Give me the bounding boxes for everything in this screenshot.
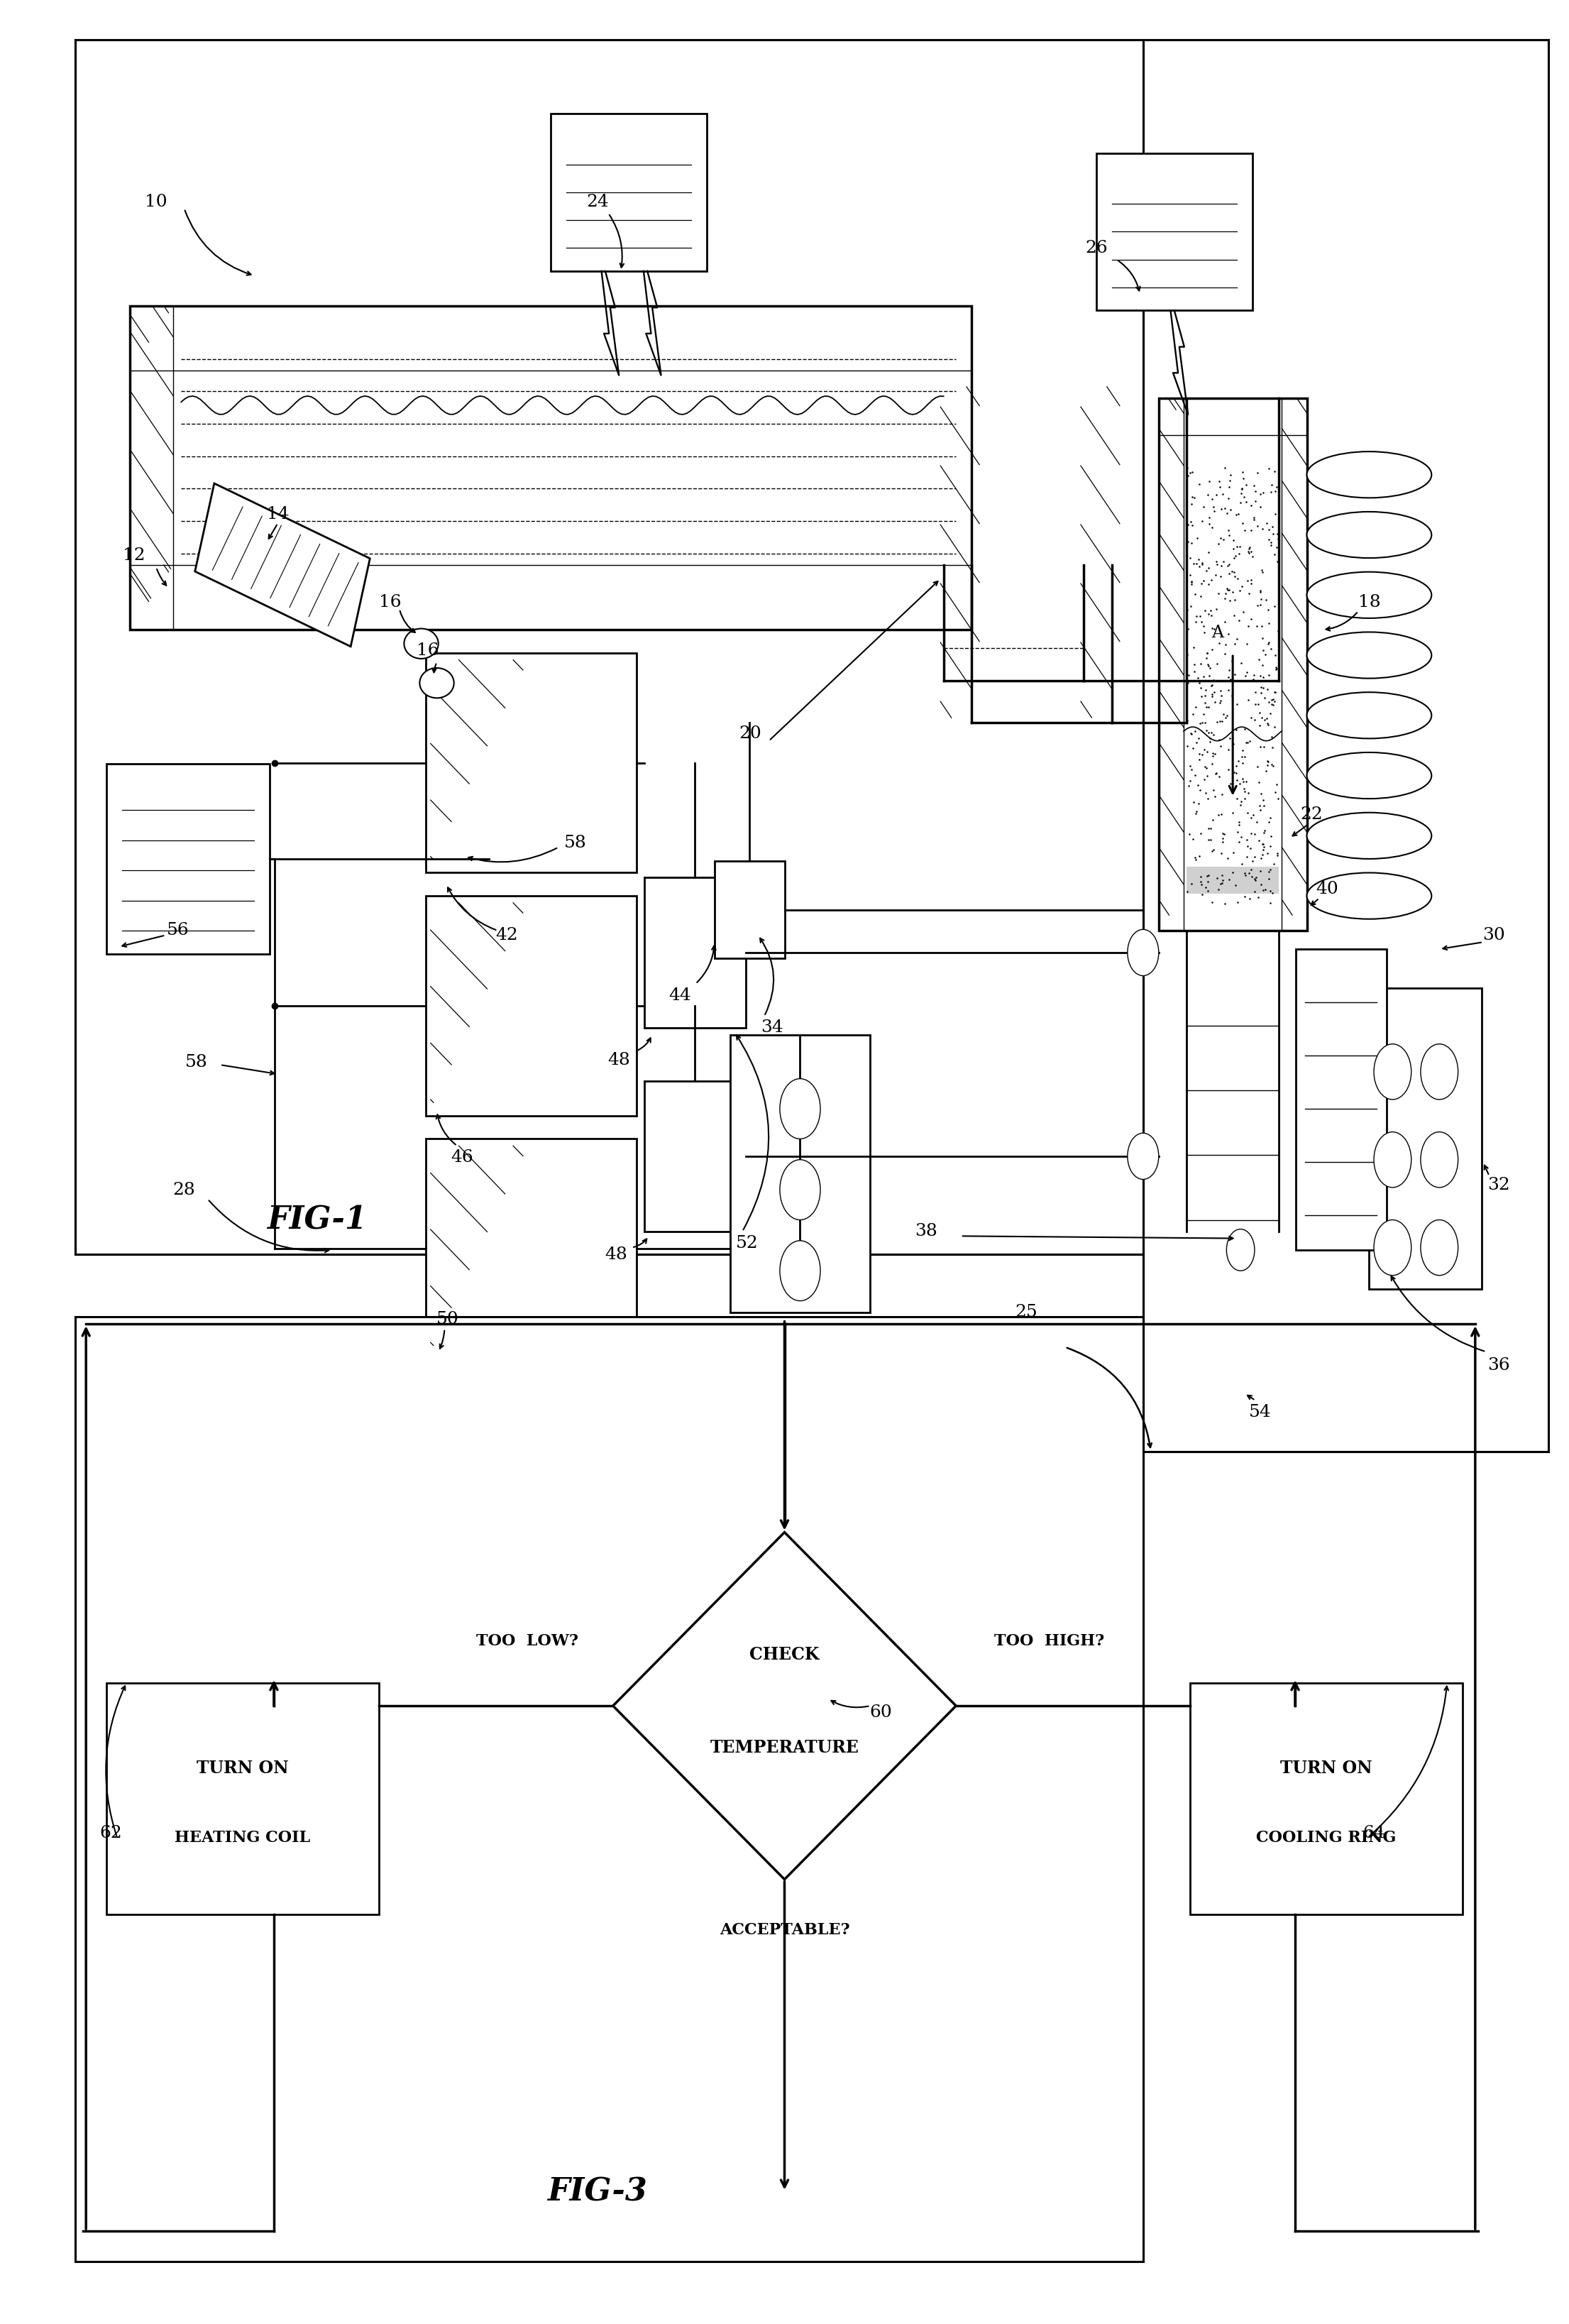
Circle shape (1420, 1220, 1458, 1276)
Ellipse shape (405, 627, 438, 658)
Bar (75, 1318, 1144, 2261)
Polygon shape (613, 1532, 956, 1880)
Text: TOO  HIGH?: TOO HIGH? (995, 1634, 1105, 1648)
Circle shape (1420, 1043, 1458, 1099)
Bar (425, 895, 637, 1116)
Text: 54: 54 (1249, 1404, 1271, 1420)
Text: 64: 64 (1362, 1824, 1385, 1841)
Circle shape (1374, 1220, 1411, 1276)
Text: FIG-3: FIG-3 (548, 2178, 648, 2208)
Text: 62: 62 (100, 1824, 122, 1841)
Text: 36: 36 (1487, 1357, 1509, 1373)
Circle shape (1128, 1134, 1158, 1178)
Ellipse shape (1307, 511, 1431, 558)
Bar (730, 1034, 871, 1313)
Circle shape (780, 1160, 821, 1220)
Circle shape (1374, 1132, 1411, 1188)
Circle shape (1128, 930, 1158, 976)
Bar (130, 307, 971, 630)
Bar (1097, 153, 1252, 311)
Bar (130, 307, 173, 630)
Text: 50: 50 (436, 1311, 460, 1327)
Text: 46: 46 (450, 1148, 472, 1167)
Bar (107, 1683, 380, 1915)
Text: TURN ON: TURN ON (1280, 1759, 1373, 1778)
Text: 44: 44 (668, 988, 692, 1004)
Bar (1158, 397, 1307, 435)
Text: 30: 30 (1483, 927, 1505, 944)
Ellipse shape (1307, 451, 1431, 497)
Text: 26: 26 (1086, 239, 1108, 256)
Bar (1282, 397, 1307, 930)
Text: 56: 56 (166, 923, 190, 939)
Bar (714, 862, 784, 957)
Bar (75, 40, 1144, 1255)
Text: 24: 24 (587, 193, 609, 209)
Text: 58: 58 (185, 1055, 209, 1071)
Polygon shape (195, 483, 370, 646)
Text: 12: 12 (122, 548, 146, 565)
Text: 48: 48 (607, 1053, 631, 1069)
Ellipse shape (419, 667, 453, 697)
Text: 60: 60 (869, 1703, 893, 1722)
Text: TURN ON: TURN ON (196, 1759, 289, 1778)
Circle shape (1374, 1043, 1411, 1099)
Text: 25: 25 (1015, 1304, 1037, 1320)
Text: CHECK: CHECK (750, 1645, 819, 1664)
Text: 34: 34 (761, 1020, 783, 1037)
Ellipse shape (1307, 632, 1431, 679)
Text: 28: 28 (173, 1181, 196, 1197)
Text: A: A (1211, 625, 1224, 641)
Ellipse shape (1307, 753, 1431, 799)
Bar (1144, 40, 1549, 1450)
Text: 16: 16 (416, 641, 439, 658)
Bar (130, 565, 971, 630)
Text: COOLING RING: COOLING RING (1257, 1829, 1396, 1845)
Bar (645, 878, 745, 1027)
Bar (425, 1139, 637, 1360)
Bar (1158, 397, 1307, 930)
Text: 20: 20 (739, 725, 761, 741)
Bar (1186, 867, 1279, 892)
Bar (1296, 948, 1387, 1250)
Text: 48: 48 (604, 1246, 628, 1262)
Text: 42: 42 (496, 927, 518, 944)
Ellipse shape (1307, 874, 1431, 918)
Text: 52: 52 (736, 1234, 758, 1250)
Circle shape (780, 1241, 821, 1301)
Text: 18: 18 (1357, 595, 1381, 611)
Text: HEATING COIL: HEATING COIL (174, 1829, 311, 1845)
Text: 32: 32 (1487, 1176, 1509, 1192)
Text: 40: 40 (1316, 881, 1338, 897)
Ellipse shape (1307, 813, 1431, 860)
Text: ACCEPTABLE?: ACCEPTABLE? (719, 1922, 850, 1938)
Text: FIG-1: FIG-1 (267, 1204, 367, 1234)
Text: 22: 22 (1301, 806, 1323, 823)
Text: 58: 58 (565, 834, 587, 851)
Ellipse shape (1307, 693, 1431, 739)
Bar (425, 653, 637, 874)
Bar (107, 765, 270, 953)
Text: 10: 10 (144, 193, 168, 209)
Bar (645, 1081, 745, 1232)
Bar (1158, 397, 1183, 930)
Bar (1370, 988, 1481, 1290)
Text: 14: 14 (267, 507, 289, 523)
Bar (130, 307, 971, 370)
Circle shape (780, 1078, 821, 1139)
Circle shape (1227, 1229, 1255, 1271)
Bar (551, 114, 706, 272)
Text: 38: 38 (915, 1222, 938, 1239)
Text: TEMPERATURE: TEMPERATURE (711, 1738, 858, 1757)
Circle shape (1420, 1132, 1458, 1188)
Text: 16: 16 (378, 595, 402, 611)
Bar (1189, 1683, 1462, 1915)
Ellipse shape (1307, 572, 1431, 618)
Text: TOO  LOW?: TOO LOW? (475, 1634, 579, 1648)
